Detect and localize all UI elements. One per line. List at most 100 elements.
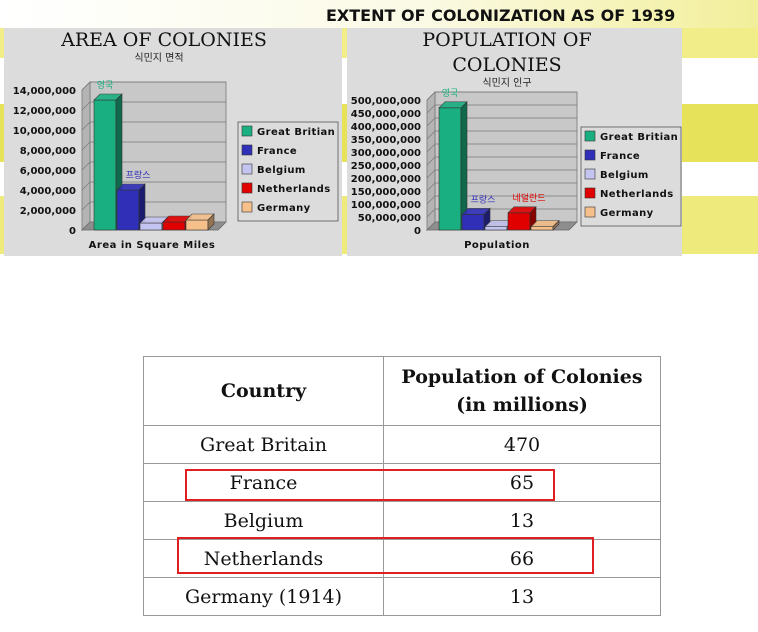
bar-france bbox=[116, 189, 140, 231]
chart-subtitle: 식민지 면적 bbox=[134, 52, 183, 64]
gridline bbox=[426, 182, 577, 192]
legend-label: Belgium bbox=[257, 165, 306, 176]
legend-label: Netherlands bbox=[257, 184, 331, 195]
legend-label: Netherlands bbox=[600, 189, 674, 200]
gridline bbox=[81, 101, 226, 111]
table-row: Netherlands 66 bbox=[143, 539, 661, 578]
gridline bbox=[426, 143, 577, 153]
gridline bbox=[426, 156, 577, 166]
legend-label: Germany bbox=[600, 208, 654, 219]
header-band bbox=[0, 0, 758, 28]
x-axis-label: Population bbox=[464, 240, 530, 251]
y-tick-label: 100,000,000 bbox=[351, 200, 421, 211]
area-chart-panel: 0 2,000,000 4,000,000 6,000,000 8,000,000 10,… bbox=[4, 28, 342, 256]
gridline bbox=[81, 181, 226, 191]
legend-swatch bbox=[241, 144, 253, 156]
y-tick-label: 50,000,000 bbox=[358, 213, 421, 224]
y-tick-label: 400,000,000 bbox=[351, 122, 421, 133]
legend-swatch bbox=[241, 182, 253, 194]
legend-label: Great Britian bbox=[257, 127, 335, 138]
bar-germany bbox=[530, 226, 554, 231]
bar-netherlands bbox=[507, 212, 531, 231]
gridline bbox=[81, 161, 226, 171]
gridline bbox=[81, 201, 226, 211]
table-row: Germany (1914) 13 bbox=[143, 577, 661, 616]
population-chart: 0 50,000,000 100,000,000 150,000,000 200,000… bbox=[351, 29, 682, 251]
y-tick-label: 0 bbox=[414, 226, 421, 237]
legend-swatch bbox=[241, 163, 253, 175]
y-tick-label: 450,000,000 bbox=[351, 109, 421, 120]
legend-label: Great Britian bbox=[600, 132, 678, 143]
bar-side bbox=[207, 213, 215, 231]
bar-side bbox=[552, 219, 560, 231]
table-header-row: Country Population of Colonies (in milli… bbox=[143, 356, 661, 426]
y-tick-label: 350,000,000 bbox=[351, 135, 421, 146]
population-cell: 470 bbox=[383, 425, 661, 464]
legend-swatch bbox=[584, 206, 596, 218]
bar-germany bbox=[185, 219, 209, 231]
bar-annotation: 프랑스 bbox=[126, 169, 151, 181]
bar-annotation: 영국 bbox=[97, 80, 114, 91]
y-tick-label: 250,000,000 bbox=[351, 161, 421, 172]
y-tick-label: 2,000,000 bbox=[20, 206, 76, 217]
legend-label: Belgium bbox=[600, 170, 649, 181]
bar-belgium bbox=[484, 226, 508, 231]
bar-great-britian bbox=[93, 99, 117, 231]
population-cell: 13 bbox=[383, 501, 661, 540]
plot-side-wall bbox=[81, 81, 91, 231]
y-tick-label: 6,000,000 bbox=[20, 166, 76, 177]
y-tick-label: 10,000,000 bbox=[13, 126, 76, 137]
gridline bbox=[81, 121, 226, 131]
legend-label: Germany bbox=[257, 203, 311, 214]
page-title: EXTENT OF COLONIZATION AS OF 1939 bbox=[326, 6, 676, 25]
legend-label: France bbox=[600, 151, 640, 162]
bar-belgium bbox=[139, 222, 163, 231]
population-chart-panel: 0 50,000,000 100,000,000 150,000,000 200,000… bbox=[347, 28, 682, 256]
y-tick-label: 14,000,000 bbox=[13, 86, 76, 97]
legend-swatch bbox=[241, 201, 253, 213]
legend-swatch bbox=[584, 187, 596, 199]
header-population: Population of Colonies (in millions) bbox=[383, 356, 661, 426]
y-tick-label: 150,000,000 bbox=[351, 187, 421, 198]
bar-netherlands bbox=[162, 221, 186, 231]
bar-annotation: 프랑스 bbox=[471, 193, 496, 205]
bar-annotation: 네덜란드 bbox=[512, 192, 545, 204]
y-tick-label: 200,000,000 bbox=[351, 174, 421, 185]
bar-great-britian bbox=[438, 107, 462, 231]
highlight-box-france bbox=[185, 469, 555, 501]
chart-title: COLONIES bbox=[452, 54, 561, 76]
table-row: Belgium 13 bbox=[143, 501, 661, 540]
population-cell: 13 bbox=[383, 577, 661, 616]
bar-france bbox=[461, 214, 485, 231]
header-population-line2: (in millions) bbox=[456, 394, 588, 416]
legend-swatch bbox=[584, 168, 596, 180]
y-tick-label: 4,000,000 bbox=[20, 186, 76, 197]
country-cell: Great Britain bbox=[143, 425, 384, 464]
country-cell: Netherlands bbox=[143, 539, 384, 578]
header-population-line1: Population of Colonies bbox=[401, 366, 643, 388]
gridline bbox=[81, 141, 226, 151]
chart-title: POPULATION OF bbox=[422, 29, 591, 51]
gridline bbox=[426, 195, 577, 205]
y-tick-label: 500,000,000 bbox=[351, 96, 421, 107]
legend-swatch bbox=[584, 149, 596, 161]
gridline bbox=[426, 91, 577, 101]
area-chart: 0 2,000,000 4,000,000 6,000,000 8,000,000 10,… bbox=[13, 29, 339, 251]
gridline bbox=[426, 104, 577, 114]
population-cell: 66 bbox=[383, 539, 661, 578]
y-tick-label: 8,000,000 bbox=[20, 146, 76, 157]
chart-subtitle: 식민지 인구 bbox=[482, 77, 531, 89]
country-cell: Belgium bbox=[143, 501, 384, 540]
y-tick-label: 300,000,000 bbox=[351, 148, 421, 159]
legend-swatch bbox=[241, 125, 253, 137]
highlight-box-netherlands bbox=[177, 537, 594, 574]
gridline bbox=[426, 130, 577, 140]
legend-box bbox=[580, 126, 682, 227]
y-tick-label: 12,000,000 bbox=[13, 106, 76, 117]
legend-swatch bbox=[584, 130, 596, 142]
bar-annotation: 영국 bbox=[442, 88, 459, 99]
table-row: Great Britain 470 bbox=[143, 425, 661, 464]
chart-title: AREA OF COLONIES bbox=[60, 29, 267, 51]
gridline bbox=[426, 117, 577, 127]
header-country: Country bbox=[143, 356, 384, 426]
